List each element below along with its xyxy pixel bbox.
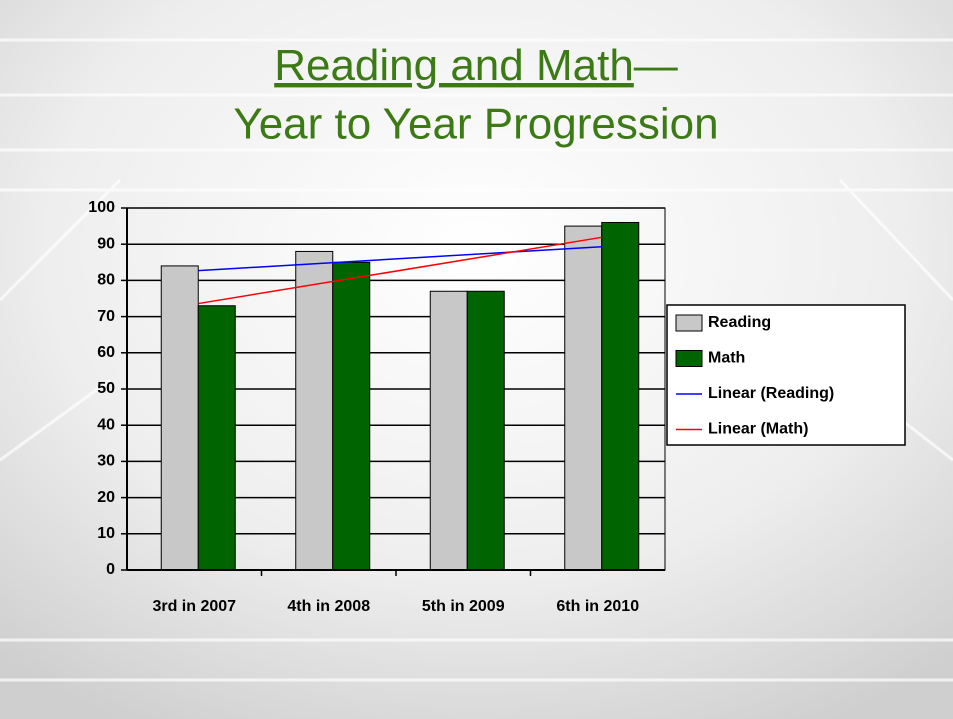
y-tick-label: 90 [97,235,115,252]
y-tick-label: 10 [97,525,115,542]
y-tick-label: 80 [97,272,115,289]
y-tick-label: 20 [97,489,115,506]
chart-title: Reading and Math— [274,41,678,90]
legend-swatch [675,314,703,332]
y-tick-label: 60 [97,344,115,361]
x-tick-label: 3rd in 2007 [152,598,236,615]
y-tick-label: 70 [97,308,115,325]
legend-swatch [675,350,703,367]
y-tick-label: 50 [97,380,115,397]
bar [564,225,603,571]
x-tick-label: 5th in 2009 [422,598,505,615]
bar [160,265,199,571]
bar [601,221,640,571]
legend-label: Reading [708,314,771,331]
trend-line [198,236,602,305]
y-tick-label: 40 [97,416,115,433]
x-tick-label: 4th in 2008 [287,598,370,615]
y-tick-label: 30 [97,453,115,470]
title-dash: — [634,41,678,90]
trend-line [198,245,602,272]
chart-subtitle: Year to Year Progression [233,100,718,149]
title-link: Reading and Math [274,41,634,90]
bar [466,290,505,571]
y-tick-label: 0 [106,561,115,578]
bar [332,261,371,571]
x-tick-label: 6th in 2010 [556,598,639,615]
legend-label: Linear (Math) [708,421,808,438]
bar [429,290,468,571]
legend-label: Math [708,350,745,367]
legend-label: Linear (Reading) [708,385,834,402]
bar [197,305,236,571]
legend-box [666,304,906,446]
bar [295,250,334,571]
y-tick-label: 100 [88,199,115,216]
